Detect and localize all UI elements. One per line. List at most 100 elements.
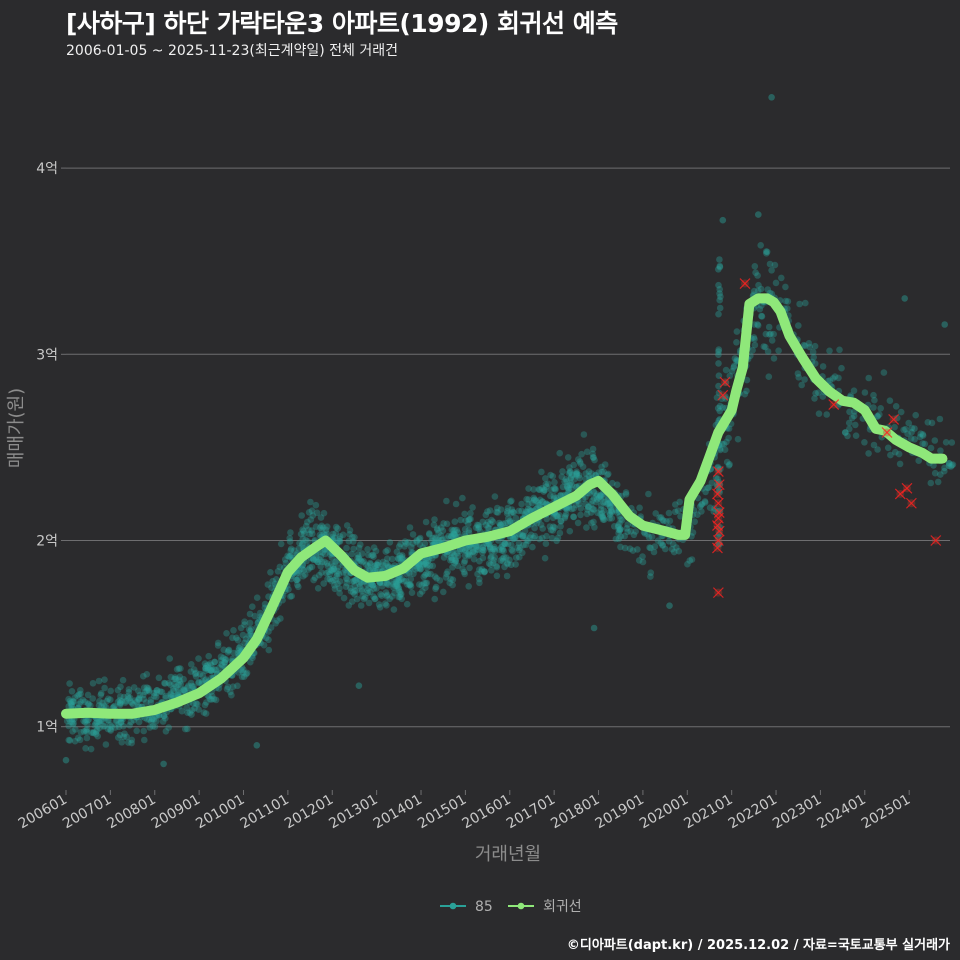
scatter-point-1024 [403,600,411,608]
scatter-point-249 [153,687,161,694]
scatter-point-1799 [615,535,623,543]
scatter-point-1156 [431,516,438,523]
scatter-point-1493 [535,486,542,493]
scatter-point-698 [309,512,317,519]
regression-line-group [61,293,948,719]
scatter-point-166 [122,697,129,705]
scatter-point-32 [74,734,82,742]
scatter-point-563 [267,624,275,631]
scatter-point-542 [273,576,280,583]
scatter-point-1668 [576,458,584,465]
scatter-point-1838 [647,573,654,580]
scatter-point-395 [210,666,218,673]
scatter-point-2118 [848,414,856,422]
scatter-point-1436 [508,497,515,505]
scatter-point-1338 [491,553,499,561]
scatter-point-1128 [435,538,443,545]
scatter-point-623 [287,529,294,536]
scatter-point-1205 [451,526,459,534]
scatter-point-1206 [461,557,469,565]
scatter-point-1071 [417,565,425,573]
scatter-point-986 [393,580,400,588]
scatter-point-959 [383,580,391,588]
scatter-point-1084 [426,562,434,569]
scatter-point-2023 [754,287,762,295]
scatter-point-1551 [549,527,557,534]
scatter-point-228 [149,722,157,730]
scatter-point-2232 [715,281,722,289]
scatter-point-348 [187,668,195,675]
scatter-point-1382 [498,547,506,554]
scatter-point-142 [108,723,115,730]
scatter-point-1760 [615,522,622,529]
scatter-point-1320 [486,544,494,551]
scatter-point-2144 [877,405,884,412]
scatter-point-1783 [616,520,623,527]
scatter-point-2031 [768,267,775,274]
scatter-point-2026 [758,312,765,320]
scatter-point-1723 [597,493,604,501]
scatter-point-1303 [479,546,487,554]
scatter-point-888 [365,599,373,607]
scatter-point-1396 [500,547,508,555]
scatter-point-485 [245,632,253,639]
scatter-point-1222 [452,558,459,565]
scatter-point-105 [96,718,103,726]
scatter-point-699 [314,558,322,566]
scatter-point-753 [319,549,326,556]
scatter-point-24 [69,728,76,735]
scatter-point-2215 [715,266,722,273]
scatter-point-1711 [589,450,596,458]
scatter-point-1291 [481,568,488,575]
scatter-point-1333 [485,524,493,532]
scatter-point-1331 [493,562,500,570]
scatter-point-1108 [423,579,431,587]
scatter-point-1386 [503,510,511,517]
scatter-point-694 [312,553,320,561]
scatter-point-1647 [580,431,588,438]
scatter-point-781 [332,523,340,531]
scatter-point-1162 [450,527,457,534]
scatter-point-1596 [557,517,565,525]
x-tick-label-7: 201301 [326,792,380,833]
scatter-point-1456 [522,541,530,549]
scatter-point-992 [389,578,397,586]
scatter-point-2161 [886,397,894,405]
scatter-point-2119 [846,408,853,416]
scatter-point-1455 [526,506,534,514]
scatter-point-1042 [416,541,424,548]
scatter-point-2249 [717,293,724,301]
scatter-point-728 [323,560,331,567]
scatter-point-785 [334,580,341,587]
scatter-point-1061 [413,536,421,544]
scatter-point-1614 [566,464,573,471]
scatter-point-955 [384,591,391,599]
scatter-point-337 [190,666,198,673]
scatter-point-196 [134,702,142,709]
scatter-point-2260 [590,624,598,632]
scatter-point-160 [128,739,135,747]
scatter-point-902 [370,544,378,551]
scatter-point-1713 [585,468,593,475]
scatter-point-2181 [908,428,915,436]
scatter-point-727 [325,568,332,576]
scatter-point-776 [330,576,337,584]
scatter-point-2068 [784,305,791,312]
scatter-point-1907 [698,500,706,508]
scatter-point-1693 [585,472,593,480]
scatter-point-957 [382,600,389,607]
scatter-point-236 [147,718,155,725]
scatter-point-2133 [852,421,859,429]
scatter-point-805 [347,588,355,595]
scatter-point-2036 [762,330,770,338]
scatter-point-1823 [632,528,639,535]
scatter-point-1546 [543,532,550,540]
scatter-point-1081 [426,530,433,537]
scatter-point-864 [356,580,363,588]
scatter-point-450 [237,624,245,632]
scatter-point-516 [260,641,268,649]
scatter-point-500 [241,639,248,647]
scatter-point-1217 [456,547,464,555]
scatter-point-243 [159,718,167,725]
scatter-point-886 [372,595,379,602]
